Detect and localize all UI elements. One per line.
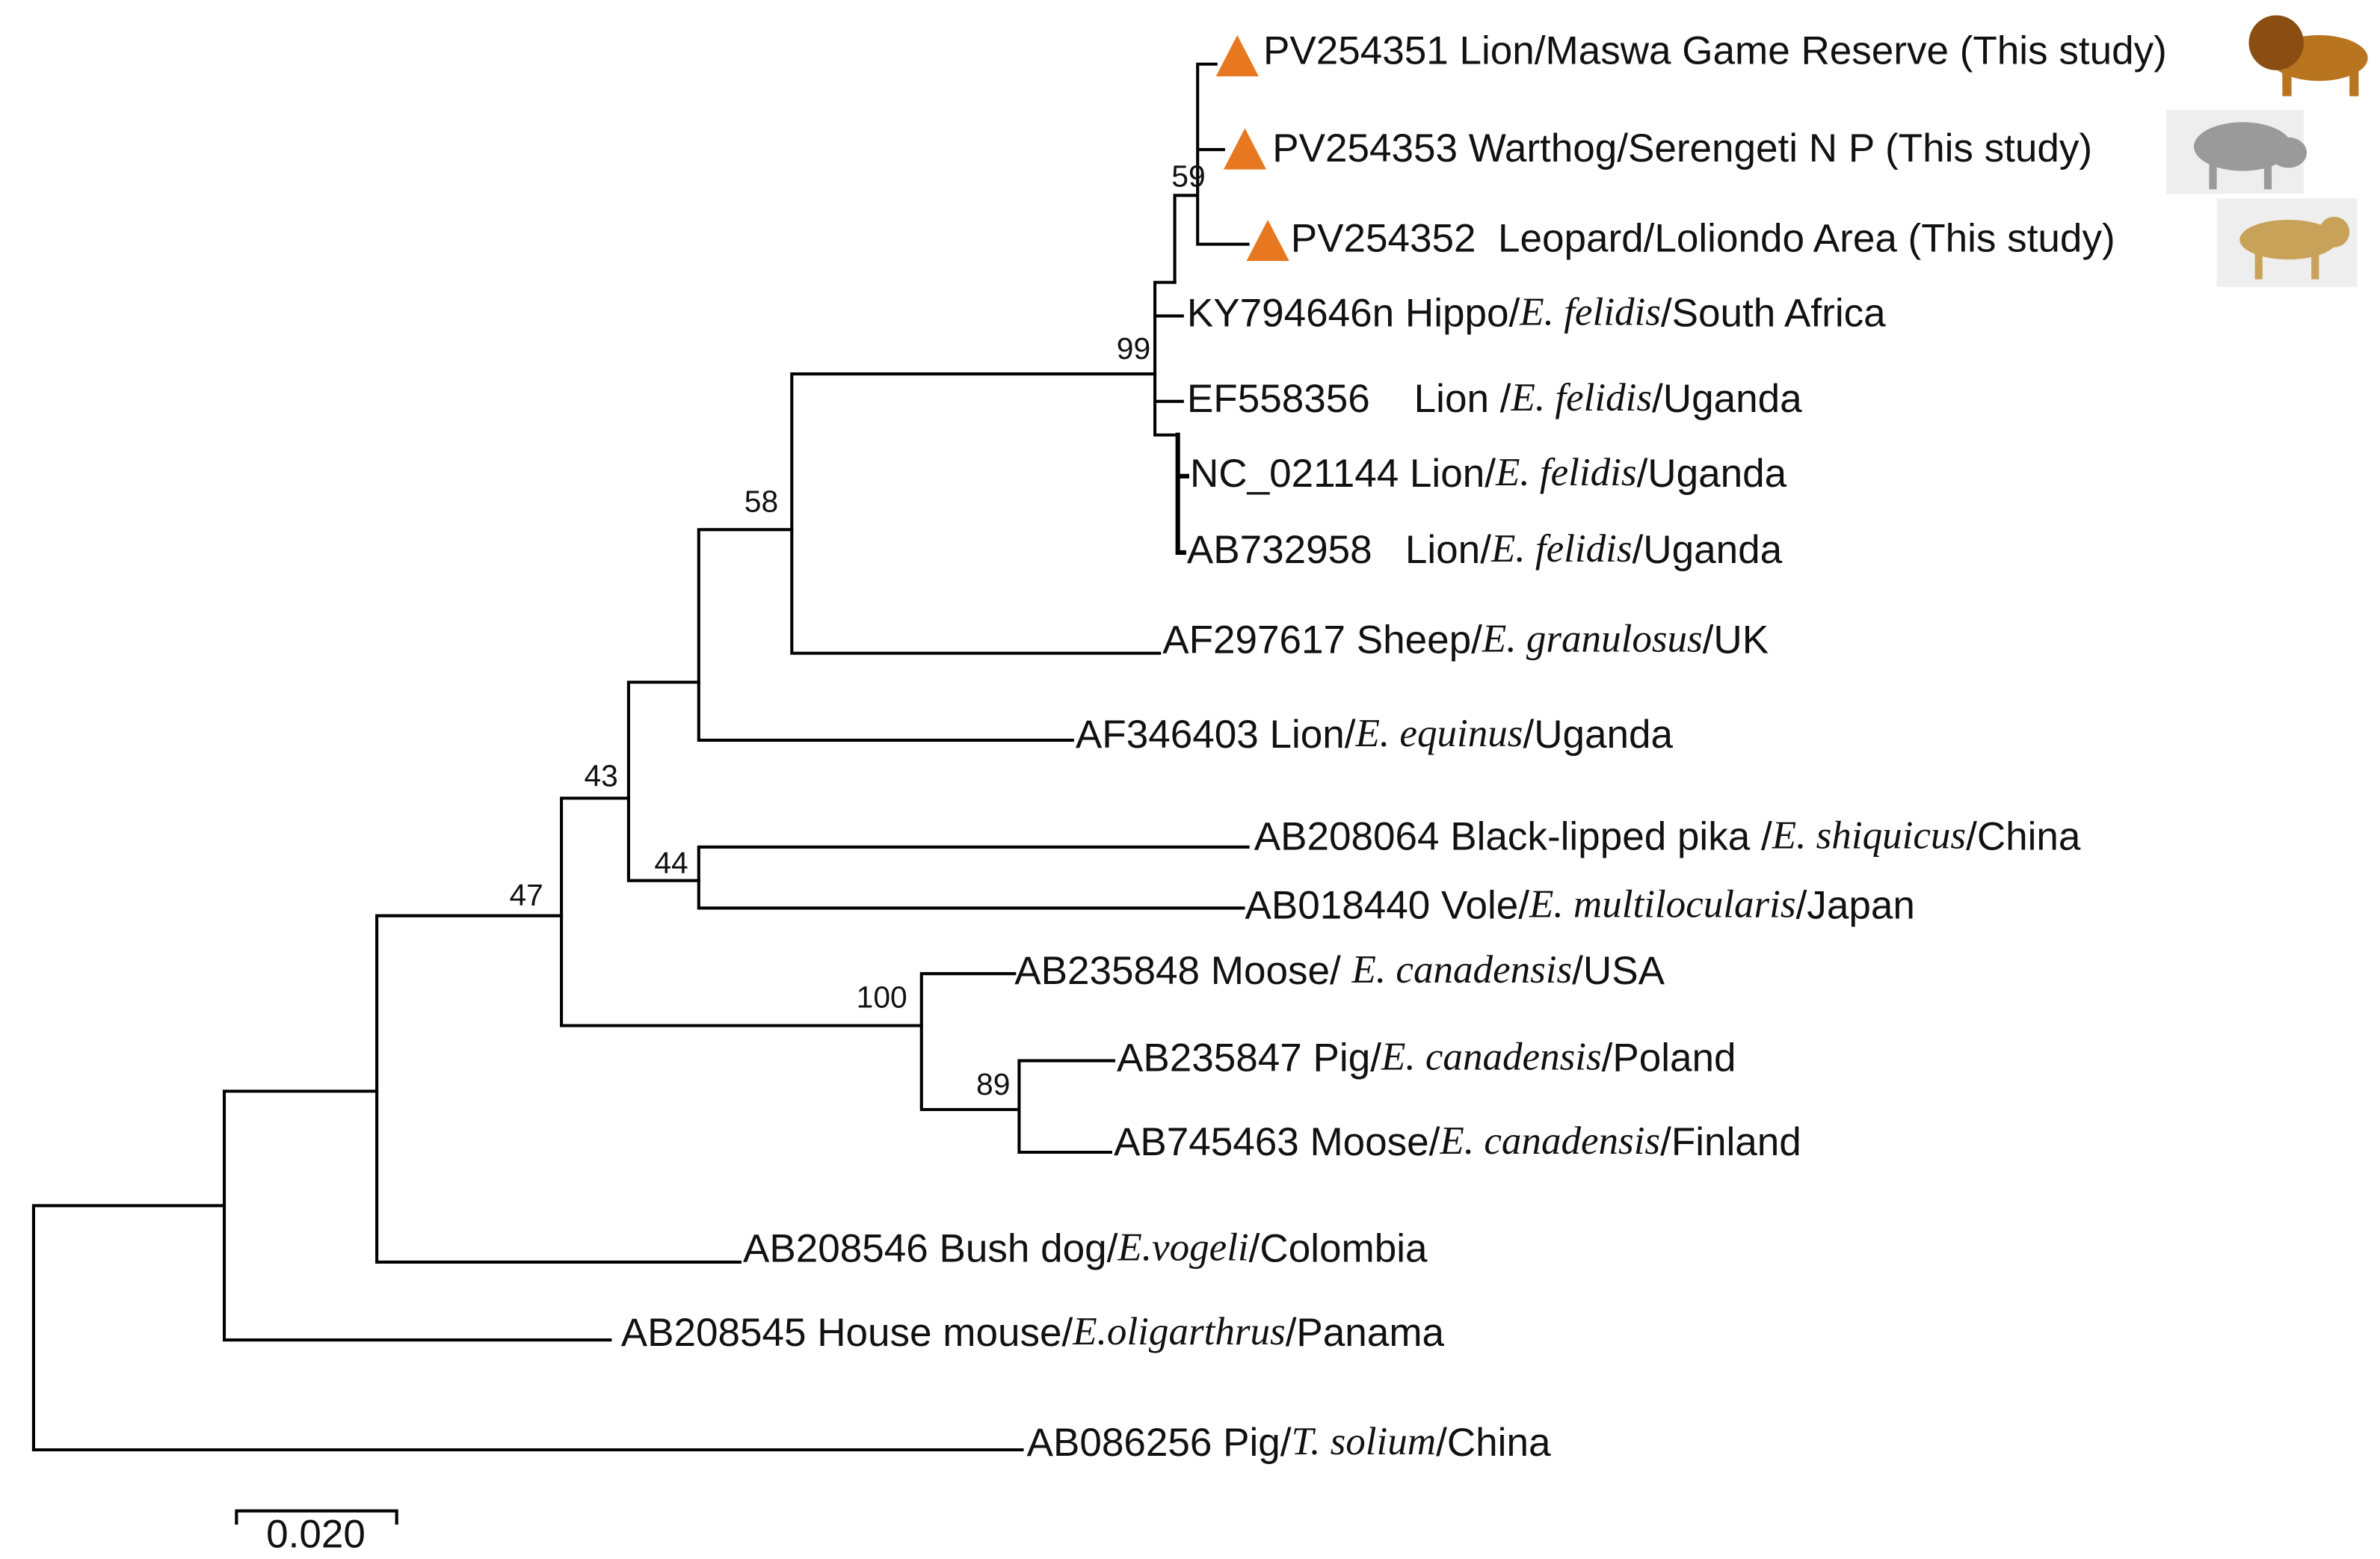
leaf-label: AF297617 Sheep/E. granulosus/UK [1162,617,1769,662]
leaf-label: AB732958 Lion/E. felidis/Uganda [1187,527,1783,572]
leaf-id: AB208064 Black-lipped pika / [1254,815,1772,859]
leaf-id: AB745463 Moose/ [1114,1120,1440,1164]
branch [1153,280,1184,437]
warthog-icon [2166,110,2307,194]
leaf-origin: /Uganda [1652,377,1802,421]
species-name: T. solium [1292,1420,1437,1463]
leaf-id: KY794646n Hippo/ [1187,292,1520,336]
branch [31,1204,1024,1452]
branch [1173,62,1250,284]
leaf-label: AB018440 Vole/E. multilocularis/Japan [1245,883,1914,928]
leaf-label: PV254351 Lion/Maswa Game Reserve (This s… [1263,28,2167,73]
leaf-origin: /Uganda [1523,713,1673,757]
species-name: E. felidis [1490,527,1633,571]
study-markers [1215,34,1289,262]
leaf-id: AB018440 Vole/ [1245,883,1529,927]
leaf-id: AB086256 Pig/ [1027,1421,1292,1465]
leaf-id: PV254353 Warthog/Serengeti N P (This stu… [1272,126,2092,170]
leopard-icon [2216,198,2358,287]
study-marker [1215,34,1259,77]
species-name: E. shiquicus [1772,814,1966,858]
study-marker [1223,128,1267,170]
branch [790,372,1162,655]
branch [375,914,742,1264]
leaf-id: AF297617 Sheep/ [1162,618,1482,662]
leaf-id: AB208545 House mouse/ [621,1311,1073,1355]
leaf-id: NC_021144 Lion/ [1190,452,1496,496]
bootstrap-value: 89 [976,1067,1010,1101]
leaf-label: PV254352 Leopard/Loliondo Area (This stu… [1291,217,2115,261]
leaf-id: AB235847 Pig/ [1117,1036,1381,1080]
species-name: E. felidis [1495,451,1637,494]
leaf-origin: /Panama [1286,1311,1445,1355]
bootstrap-value: 99 [1117,331,1150,366]
scale-bar: 0.020 [235,1509,398,1556]
leaf-origin: /UK [1703,618,1769,662]
leaf-origin: /China [1966,815,2081,859]
leaf-label: AF346403 Lion/E. equinus/Uganda [1076,712,1674,757]
leaf-label: NC_021144 Lion/E. felidis/Uganda [1190,451,1787,496]
bootstrap-value: 58 [744,484,778,518]
species-name: E.oligarthrus [1072,1310,1285,1353]
species-name: E. felidis [1519,291,1661,334]
species-name: E. canadensis [1439,1119,1660,1163]
leaf-id: EF558356 Lion / [1187,377,1511,421]
animal-icons [2166,15,2368,287]
branch [222,1089,612,1342]
leaf-label: AB745463 Moose/E. canadensis/Finland [1114,1119,1801,1164]
scale-line [235,1509,398,1525]
leaf-id: PV254352 Leopard/Loliondo Area (This stu… [1291,217,2115,261]
leaf-id: PV254351 Lion/Maswa Game Reserve (This s… [1263,28,2167,73]
leaf-origin: /Japan [1796,883,1915,927]
leaf-origin: /Uganda [1633,528,1783,572]
bootstrap-value: 43 [584,759,617,793]
leaf-origin: /Colombia [1249,1227,1428,1271]
species-name: E. canadensis [1381,1036,1602,1079]
branch [919,972,1115,1154]
branch [1175,432,1189,555]
bootstrap-value: 47 [509,878,543,912]
leaf-label: AB086256 Pig/T. solium/China [1027,1420,1551,1465]
species-name: E. felidis [1510,376,1652,419]
leaf-origin: /China [1436,1421,1551,1465]
leaf-origin: /Uganda [1637,452,1787,496]
branch [626,680,700,882]
bootstrap-value: 59 [1171,159,1205,194]
scale-label: 0.020 [266,1512,366,1556]
leaf-label: KY794646n Hippo/E. felidis/South Africa [1187,291,1886,336]
species-name: E. canadensis [1351,948,1573,991]
bootstrap-value: 44 [654,846,688,880]
leaf-id: AB235848 Moose/ [1014,949,1351,993]
species-name: E.vogeli [1117,1226,1248,1270]
branch [697,845,1250,910]
leaf-label: AB235848 Moose/ E. canadensis/USA [1014,948,1665,993]
leaf-id: AB732958 Lion/ [1187,528,1491,572]
bootstrap-value: 100 [857,980,907,1015]
leaf-label: AB208064 Black-lipped pika /E. shiquicus… [1254,814,2081,859]
leaf-id: AB208546 Bush dog/ [743,1227,1118,1271]
branches [31,62,1250,1452]
leaf-label: PV254353 Warthog/Serengeti N P (This stu… [1272,126,2092,170]
study-marker [1246,219,1289,262]
leaf-label: AB235847 Pig/E. canadensis/Poland [1117,1036,1736,1080]
leaf-origin: /Poland [1602,1036,1736,1080]
lion-icon [2248,15,2368,96]
species-name: E. granulosus [1482,617,1703,660]
leaf-origin: /Finland [1660,1120,1801,1164]
leaf-label: EF558356 Lion /E. felidis/Uganda [1187,376,1802,421]
leaf-origin: /South Africa [1661,292,1886,336]
branch [697,528,1074,742]
leaf-origin: /USA [1572,949,1665,993]
leaf-label: AB208545 House mouse/E.oligarthrus/Panam… [621,1310,1445,1355]
species-name: E. multilocularis [1529,883,1796,926]
leaf-id: AF346403 Lion/ [1076,713,1356,757]
species-name: E. equinus [1355,712,1523,755]
branch [560,796,923,1027]
leaf-label: AB208546 Bush dog/E.vogeli/Colombia [743,1226,1428,1271]
